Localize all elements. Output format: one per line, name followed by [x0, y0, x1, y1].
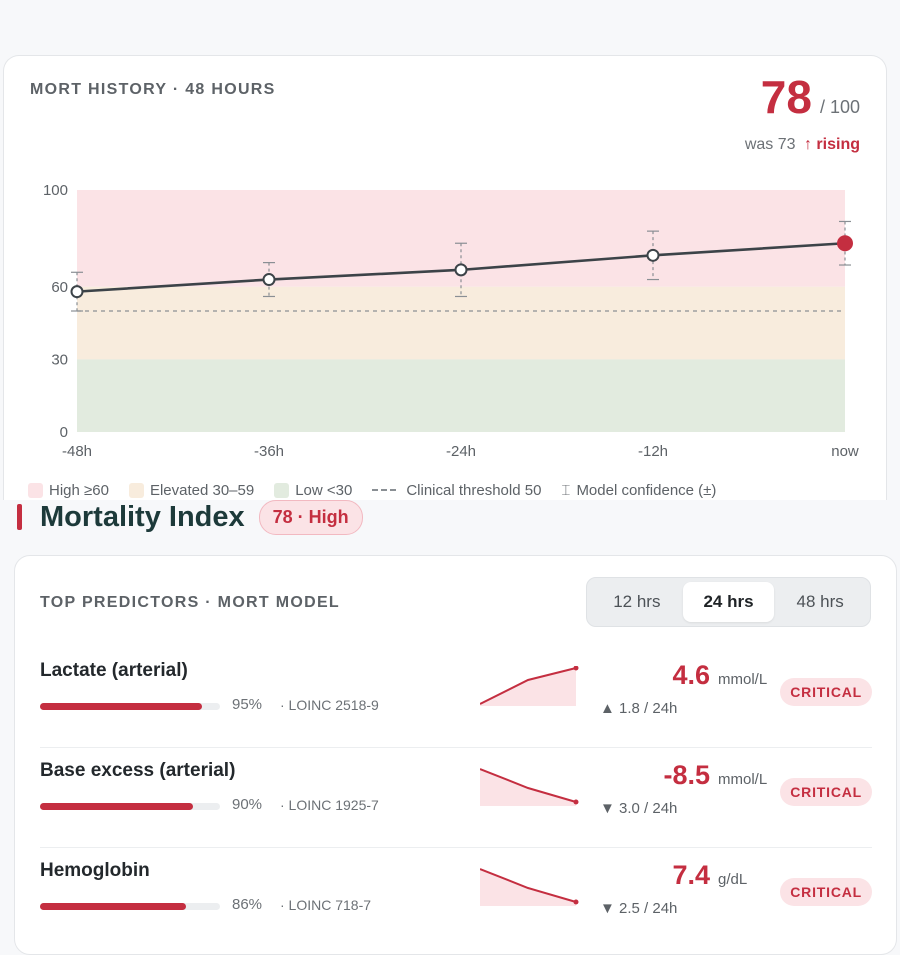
x-tick-label: -12h — [638, 443, 668, 460]
importance-bar — [40, 803, 220, 810]
legend-confidence: ⌶ Model confidence (±) — [561, 481, 717, 499]
sparkline-area — [480, 869, 576, 906]
risk-badge: 78 · High — [258, 499, 363, 535]
tab-48-hrs[interactable]: 48 hrs — [796, 592, 844, 611]
top-predictors-card: TOP PREDICTORS · MORT MODEL 12 hrs 24 hr… — [14, 555, 897, 955]
band-1 — [77, 286, 845, 360]
legend-elevated: Elevated 30–59 — [128, 482, 254, 499]
predictor-name: Hemoglobin — [40, 860, 150, 881]
sparkline-area — [480, 668, 576, 706]
status-badge: CRITICAL — [780, 778, 872, 806]
sparkline-end — [573, 799, 579, 805]
legend-threshold: Clinical threshold 50 — [372, 482, 541, 499]
time-range-tabs: 12 hrs 24 hrs 48 hrs — [586, 577, 871, 627]
trend-text: ▼ 3.0 / 24h — [600, 800, 678, 817]
data-point — [454, 263, 468, 277]
loinc-code: · LOINC 2518-9 — [280, 697, 379, 713]
predictor-value: -8.5 mmol/L — [600, 760, 770, 791]
mort-history-card: MORT HISTORY · 48 HOURS 78 / 100 was 73 … — [3, 55, 887, 500]
trend-text: ▲ 1.8 / 24h — [600, 700, 678, 717]
status-badge: CRITICAL — [780, 678, 872, 706]
value-unit: g/dL — [718, 871, 748, 888]
sparkline-line — [480, 667, 577, 705]
x-tick-label: -36h — [254, 443, 284, 460]
legend-low: Low <30 — [274, 482, 352, 499]
data-point — [262, 273, 276, 287]
predictors-title: TOP PREDICTORS · MORT MODEL — [40, 594, 341, 611]
importance-percent: 95% — [232, 696, 263, 713]
trend-text: ▼ 2.5 / 24h — [600, 900, 678, 917]
sparkline-end — [573, 666, 579, 671]
predictor-row[interactable]: Hemoglobin 86% · LOINC 718-7 7.4 g/dL ▼ 2.5 /… — [40, 848, 872, 948]
value-unit: mmol/L — [718, 671, 768, 688]
accent-bar — [17, 504, 22, 530]
predictor-value: 4.6 mmol/L — [600, 660, 770, 691]
sparkline-end — [573, 899, 579, 905]
sparkline — [480, 666, 579, 706]
data-point-current — [837, 235, 853, 252]
previous-score: was 73 — [744, 136, 796, 153]
value-number: 7.4 — [672, 860, 710, 890]
sparkline — [480, 768, 579, 806]
importance-bar — [40, 903, 220, 910]
x-tick-label: -24h — [446, 443, 476, 460]
mortality-index-header: Mortality Index 78 · High — [17, 499, 363, 535]
chart-legend: High ≥60 Elevated 30–59 Low <30 Clinical… — [28, 481, 730, 499]
legend-high: High ≥60 — [28, 482, 109, 499]
data-point — [646, 248, 660, 262]
tab-24-hrs[interactable]: 24 hrs — [682, 582, 775, 622]
importance-percent: 90% — [232, 796, 263, 813]
data-point — [70, 285, 84, 299]
y-tick-label: 60 — [51, 279, 68, 296]
sparkline-area — [480, 769, 576, 806]
current-score: 78 / 100 — [761, 74, 860, 120]
sparkline-line — [480, 868, 577, 903]
x-tick-label: -48h — [62, 443, 92, 460]
predictor-name: Base excess (arterial) — [40, 760, 236, 781]
importance-bar — [40, 703, 220, 710]
loinc-code: · LOINC 1925-7 — [280, 797, 379, 813]
mort-history-chart: 0 30 60 100 -48h -36h -24h -12h now — [43, 182, 859, 460]
score-value: 78 — [760, 71, 812, 123]
band-2 — [77, 359, 845, 432]
importance-fill — [40, 803, 194, 810]
sparkline — [480, 868, 579, 906]
value-number: -8.5 — [663, 760, 710, 790]
importance-percent: 86% — [232, 896, 263, 913]
predictor-name: Lactate (arterial) — [40, 660, 188, 681]
y-tick-label: 0 — [60, 424, 68, 441]
importance-fill — [40, 903, 187, 910]
predictor-value: 7.4 g/dL — [600, 860, 770, 891]
predictor-row[interactable]: Lactate (arterial) 95% · LOINC 2518-9 4.6 mm… — [40, 648, 872, 748]
y-tick-label: 100 — [43, 182, 68, 199]
status-badge: CRITICAL — [780, 878, 872, 906]
x-tick-label: now — [831, 443, 859, 460]
value-number: 4.6 — [672, 660, 710, 690]
error-bar-icon: ⌶ — [561, 481, 571, 499]
value-unit: mmol/L — [718, 771, 768, 788]
rising-indicator: ↑ rising — [803, 136, 860, 153]
tab-12-hrs[interactable]: 12 hrs — [613, 592, 661, 611]
importance-fill — [40, 703, 202, 710]
history-title: MORT HISTORY · 48 HOURS — [30, 81, 276, 98]
score-delta: was 73 ↑ rising — [745, 136, 860, 154]
loinc-code: · LOINC 718-7 — [280, 897, 372, 913]
score-max: / 100 — [819, 97, 860, 117]
mortality-index-title: Mortality Index — [40, 500, 245, 533]
sparkline-line — [480, 768, 577, 803]
y-tick-label: 30 — [51, 351, 68, 368]
predictor-row[interactable]: Base excess (arterial) 90% · LOINC 1925-7 -… — [40, 748, 872, 848]
